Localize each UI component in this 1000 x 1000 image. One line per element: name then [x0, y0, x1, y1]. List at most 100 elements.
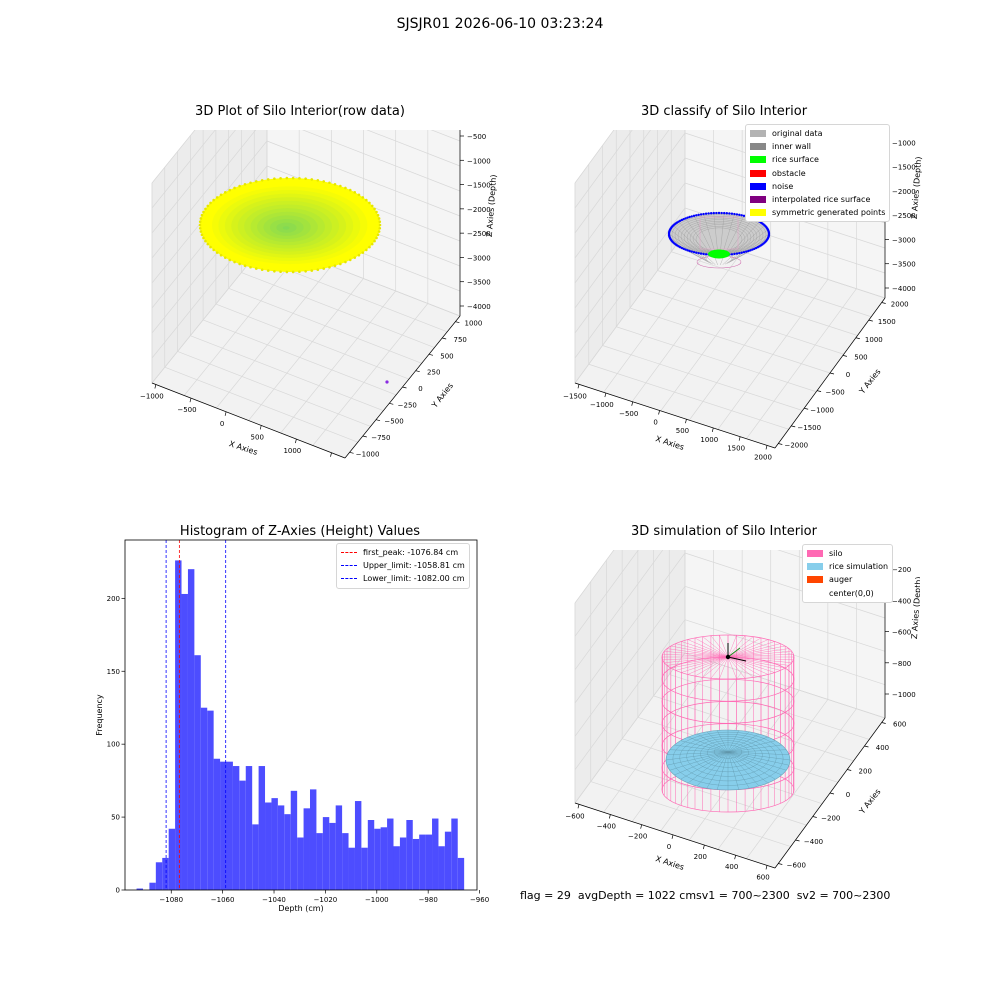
panel1-3d-plot: −1000−500050010001500−1000−750−500−25002… [140, 130, 498, 459]
y-tick-label: 400 [876, 744, 889, 752]
histogram-bar [258, 766, 266, 890]
figure-title: SJSJR01 2026-06-10 03:23:24 [396, 16, 604, 32]
y-tick-label: 500 [440, 352, 453, 360]
legend-item: silo [807, 547, 888, 560]
noise-point [695, 251, 698, 254]
noise-point [690, 250, 693, 253]
histogram-bar [220, 761, 227, 890]
x-tick-label: 500 [251, 433, 264, 441]
x-tick [765, 865, 768, 870]
bowl-line [724, 215, 745, 254]
legend-label: Upper_limit: -1058.81 cm [363, 561, 465, 571]
histogram-bar [406, 820, 413, 890]
silo-lid-spoke [694, 656, 729, 677]
grid-line [151, 130, 257, 259]
point [310, 178, 314, 181]
legend-item: auger [807, 573, 888, 586]
silo-lid-spoke [727, 639, 769, 658]
y-axis-line [774, 717, 886, 869]
silo-lid-spoke [681, 656, 729, 673]
noise-point [702, 252, 705, 256]
grid-line [653, 695, 854, 762]
rice-mesh-spoke [674, 744, 729, 753]
point [233, 186, 236, 190]
point [316, 268, 320, 271]
histogram-bar [155, 862, 163, 890]
y-tick [868, 319, 873, 322]
y-axis-line [774, 297, 886, 449]
histogram-ylabel: Frequency [95, 694, 104, 736]
noise-point [745, 250, 748, 253]
noise-point [740, 251, 743, 254]
noise-point [728, 212, 731, 215]
point [209, 245, 212, 249]
x-tick-label: 600 [756, 873, 769, 880]
x-axis-line [151, 382, 346, 459]
z-tick-label: −3000 [892, 236, 916, 244]
point [357, 193, 361, 197]
point [285, 176, 289, 180]
panel1-title: 3D Plot of Silo Interior(row data) [195, 104, 405, 119]
y-tick-label: −500 [825, 389, 844, 397]
point [357, 253, 361, 257]
noise-point [733, 252, 736, 256]
x-tick [608, 814, 611, 819]
point [202, 236, 205, 240]
point [249, 265, 252, 269]
y-tick [778, 863, 783, 865]
histogram-bar [316, 833, 323, 890]
point [361, 196, 365, 199]
grid-line [164, 366, 358, 443]
noise-point [720, 211, 723, 215]
grid-line [602, 345, 803, 411]
histogram-bar [303, 808, 310, 890]
point [373, 239, 376, 243]
y-tick [402, 386, 407, 389]
noise-point [707, 212, 710, 215]
legend-item: interpolated rice surface [750, 193, 885, 206]
z-tick-label: −500 [467, 133, 486, 141]
legend-label: silo [829, 549, 843, 559]
x-tick [702, 844, 705, 850]
rice-mesh-spoke [727, 730, 739, 753]
grid-line [202, 319, 397, 396]
silo-lid-spoke [727, 648, 790, 658]
y-axis-label: Y Axies [429, 381, 455, 410]
noise-point [742, 250, 746, 254]
rice-mesh-spoke [727, 751, 768, 784]
panel4-legend: silo rice simulation auger center(0,0) [802, 544, 894, 603]
z-axis-label: Z Axies (Depth) [910, 576, 920, 639]
rice-mesh-spoke [727, 751, 760, 787]
silo-lid-spoke [727, 643, 781, 658]
grid-line [643, 288, 844, 355]
grid-line [746, 708, 857, 859]
silo-lid-spoke [694, 637, 729, 658]
silo-lid-spoke [662, 653, 729, 658]
x-tick [330, 452, 332, 457]
histogram-bar [425, 834, 433, 890]
point [291, 176, 295, 180]
grid-line [151, 130, 216, 209]
z-tick-label: −400 [892, 597, 911, 605]
z-tick-label: −1000 [892, 139, 916, 147]
point [368, 245, 371, 249]
grid-line [151, 130, 196, 184]
rice-mesh-spoke [727, 736, 768, 753]
y-tick [812, 816, 817, 818]
noise-point [697, 213, 700, 217]
z-tick-label: −1000 [467, 157, 491, 165]
histogram-bar [387, 818, 394, 890]
x-tick-label: 0 [667, 843, 671, 851]
point [279, 270, 282, 274]
point [304, 269, 307, 273]
noise-point [712, 211, 715, 215]
histogram-bar [367, 820, 375, 890]
x-tick [224, 411, 227, 416]
z-axis-label: Z Axies (Depth) [910, 156, 923, 219]
grid-line [684, 552, 886, 619]
y-tick-label: 1500 [878, 318, 896, 326]
status-footer: flag = 29 avgDepth = 1022 cmsv1 = 700~23… [520, 889, 891, 902]
legend-item: Upper_limit: -1058.81 cm [341, 559, 465, 572]
rice-mesh-spoke [688, 736, 729, 753]
legend-item: obstacle [750, 167, 885, 180]
